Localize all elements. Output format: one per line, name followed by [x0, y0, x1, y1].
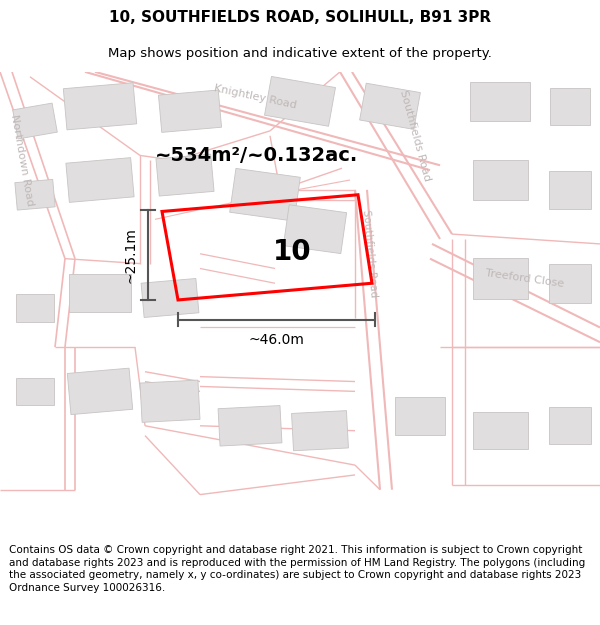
Polygon shape [473, 161, 527, 199]
Text: 10: 10 [273, 238, 312, 266]
Text: ~534m²/~0.132ac.: ~534m²/~0.132ac. [155, 146, 358, 165]
Text: Treeford Close: Treeford Close [485, 268, 565, 289]
Text: 10, SOUTHFIELDS ROAD, SOLIHULL, B91 3PR: 10, SOUTHFIELDS ROAD, SOLIHULL, B91 3PR [109, 11, 491, 26]
Polygon shape [359, 83, 421, 129]
Text: ~46.0m: ~46.0m [248, 333, 304, 348]
Polygon shape [283, 205, 347, 254]
Text: Northdown Road: Northdown Road [9, 114, 35, 207]
Polygon shape [16, 378, 54, 405]
Polygon shape [66, 158, 134, 202]
Polygon shape [16, 294, 54, 322]
Polygon shape [550, 88, 590, 125]
Polygon shape [67, 368, 133, 414]
Polygon shape [218, 406, 282, 446]
Text: ~25.1m: ~25.1m [124, 227, 138, 282]
Polygon shape [473, 258, 527, 299]
Text: Map shows position and indicative extent of the property.: Map shows position and indicative extent… [108, 48, 492, 61]
Text: Contains OS data © Crown copyright and database right 2021. This information is : Contains OS data © Crown copyright and d… [9, 545, 585, 592]
Polygon shape [64, 82, 137, 130]
Polygon shape [230, 168, 301, 221]
Polygon shape [141, 279, 199, 318]
Polygon shape [13, 103, 58, 139]
Polygon shape [549, 407, 591, 444]
Polygon shape [158, 90, 221, 132]
Polygon shape [292, 411, 349, 451]
Text: Knightley Road: Knightley Road [213, 82, 297, 110]
Polygon shape [470, 82, 530, 121]
Text: Southfields Road: Southfields Road [361, 209, 379, 298]
Polygon shape [140, 380, 200, 423]
Polygon shape [15, 179, 55, 210]
Polygon shape [473, 412, 527, 449]
Polygon shape [156, 154, 214, 196]
Polygon shape [69, 274, 131, 312]
Polygon shape [549, 171, 591, 209]
Text: Southfields Road: Southfields Road [398, 89, 432, 182]
Polygon shape [395, 398, 445, 434]
Polygon shape [549, 264, 591, 303]
Polygon shape [265, 76, 335, 126]
